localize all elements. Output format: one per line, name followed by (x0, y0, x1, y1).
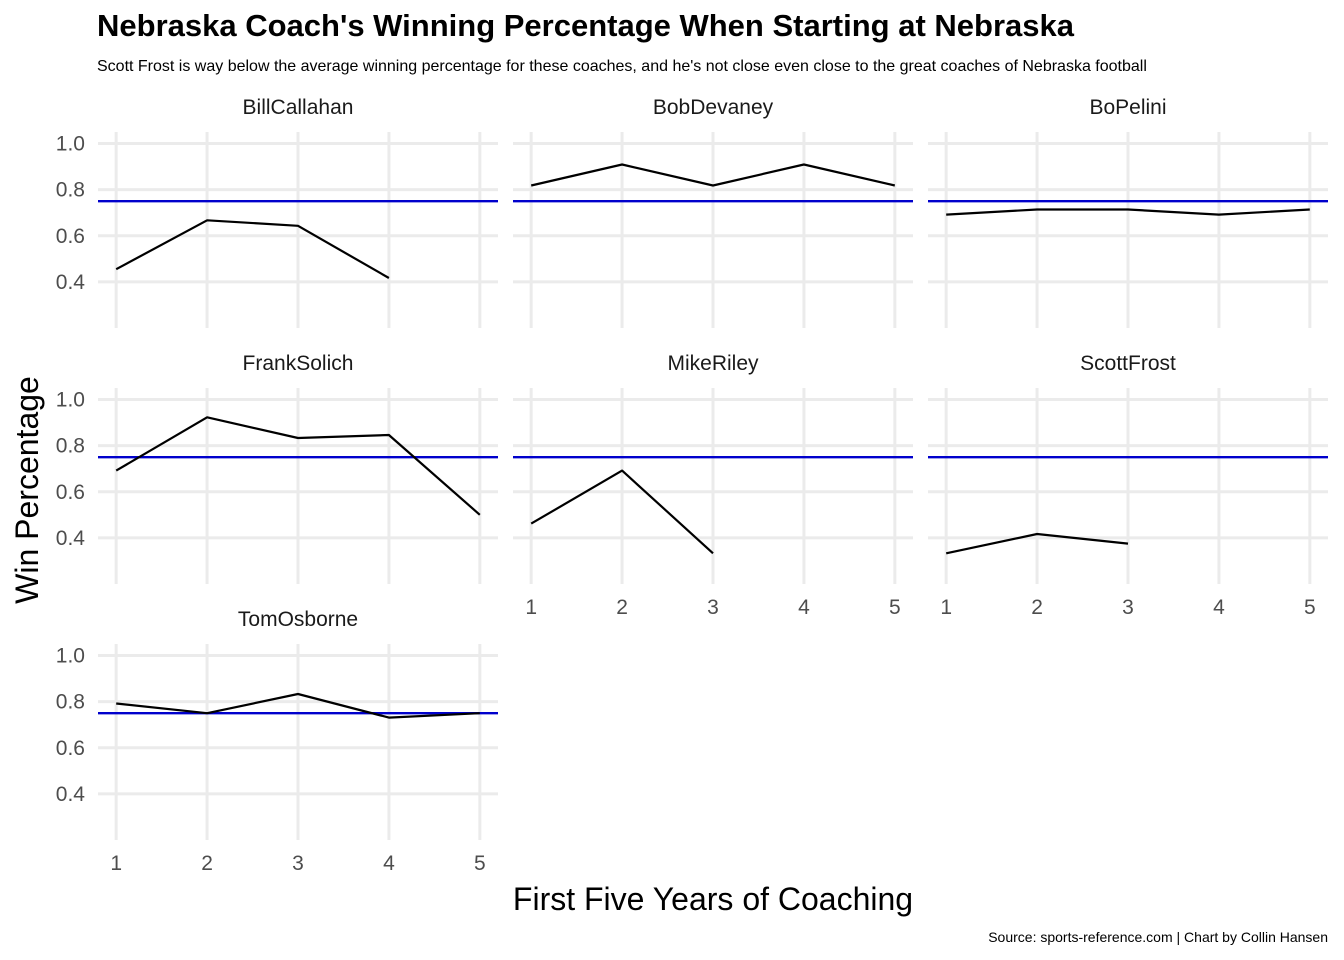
y-tick-label: 0.8 (56, 179, 85, 202)
facet-label: BoPelini (1089, 96, 1166, 119)
y-tick-label: 0.8 (56, 435, 85, 458)
facet-panel-franksolich: FrankSolich 0.4 0.6 0.8 1.0 (56, 352, 498, 584)
y-tick-label: 1.0 (56, 389, 85, 412)
series-line-billcallahan (115, 219, 390, 279)
x-tick-label: 3 (1122, 596, 1134, 619)
facet-label: BillCallahan (243, 96, 354, 119)
y-tick-label: 0.4 (56, 527, 86, 550)
series-line-scottfrost (945, 532, 1129, 555)
series-line-mikeriley (530, 469, 714, 555)
x-tick-label: 3 (707, 596, 719, 619)
x-tick-label: 1 (525, 596, 537, 619)
series-line-tomosborne (116, 692, 480, 719)
chart-caption: Source: sports-reference.com | Chart by … (988, 929, 1328, 945)
series-line-franksolich (115, 416, 481, 516)
facet-label: ScottFrost (1080, 352, 1176, 375)
x-tick-label: 1 (110, 852, 122, 875)
facet-label: FrankSolich (243, 352, 354, 375)
x-tick-label: 4 (383, 852, 395, 875)
facet-panel-bopelini: BoPelini (928, 96, 1328, 328)
y-tick-label: 0.8 (56, 691, 85, 714)
x-axis-title: First Five Years of Coaching (513, 881, 913, 917)
facet-panel-billcallahan: BillCallahan 0.4 0.6 0.8 1.0 (56, 96, 498, 328)
facet-label: TomOsborne (238, 608, 358, 631)
facet-panel-scottfrost: ScottFrost 1 2 3 4 5 (928, 352, 1328, 619)
x-tick-label: 5 (889, 596, 901, 619)
x-tick-label: 4 (1213, 596, 1225, 619)
y-tick-label: 0.6 (56, 481, 85, 504)
x-tick-label: 2 (1031, 596, 1043, 619)
y-tick-label: 0.4 (56, 271, 86, 294)
y-tick-label: 1.0 (56, 645, 85, 668)
facet-panel-mikeriley: MikeRiley 1 2 3 4 5 (513, 352, 913, 619)
series-line-bopelini (946, 208, 1310, 216)
facet-panel-tomosborne: TomOsborne 0.4 0.6 0.8 1.0 1 2 3 4 5 (56, 608, 498, 875)
y-tick-label: 0.6 (56, 225, 85, 248)
y-tick-label: 0.6 (56, 737, 85, 760)
facet-panel-bobdevaney: BobDevaney (513, 96, 913, 328)
y-axis-title: Win Percentage (9, 376, 45, 604)
chart-subtitle: Scott Frost is way below the average win… (97, 58, 1147, 75)
x-tick-label: 2 (616, 596, 628, 619)
x-tick-label: 5 (474, 852, 486, 875)
series-line-bobdevaney (530, 163, 896, 187)
y-tick-label: 0.4 (56, 783, 86, 806)
x-tick-label: 1 (940, 596, 952, 619)
y-tick-label: 1.0 (56, 133, 85, 156)
x-tick-label: 4 (798, 596, 810, 619)
facet-label: MikeRiley (667, 352, 759, 375)
x-tick-label: 3 (292, 852, 304, 875)
facet-label: BobDevaney (653, 96, 774, 119)
x-tick-label: 5 (1304, 596, 1316, 619)
x-tick-label: 2 (201, 852, 213, 875)
chart-title: Nebraska Coach's Winning Percentage When… (97, 8, 1074, 43)
